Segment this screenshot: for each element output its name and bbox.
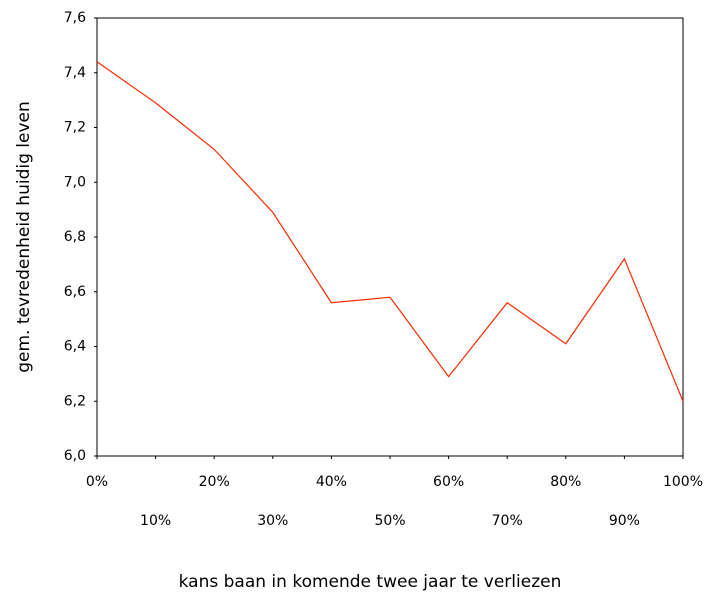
- y-tick-label: 6,6: [64, 284, 86, 300]
- y-tick-label: 7,2: [64, 120, 86, 136]
- x-tick-label: 20%: [199, 474, 230, 490]
- x-tick-label: 90%: [609, 513, 640, 529]
- x-tick-label: 50%: [374, 513, 405, 529]
- y-tick-label: 6,4: [64, 339, 86, 355]
- y-tick-label: 7,4: [64, 65, 86, 81]
- y-tick-label: 6,8: [64, 229, 86, 245]
- y-tick-label: 7,6: [64, 10, 86, 26]
- plot-frame: [96, 17, 684, 457]
- y-tick-label: 7,0: [64, 174, 86, 190]
- y-axis-title: gem. tevredenheid huidig leven: [14, 101, 34, 373]
- y-tick-label: 6,2: [64, 393, 86, 409]
- x-tick-label: 40%: [316, 474, 347, 490]
- x-tick-label: 60%: [433, 474, 464, 490]
- line-series: [96, 61, 684, 402]
- x-axis-title: kans baan in komende twee jaar te verlie…: [179, 572, 562, 592]
- y-tick-label: 6,0: [64, 448, 86, 464]
- x-tick-label: 0%: [86, 474, 108, 490]
- x-tick-label: 70%: [492, 513, 523, 529]
- x-tick-label: 100%: [663, 474, 703, 490]
- x-tick-label: 30%: [257, 513, 288, 529]
- x-tick-label: 10%: [140, 513, 171, 529]
- x-tick-label: 80%: [550, 474, 581, 490]
